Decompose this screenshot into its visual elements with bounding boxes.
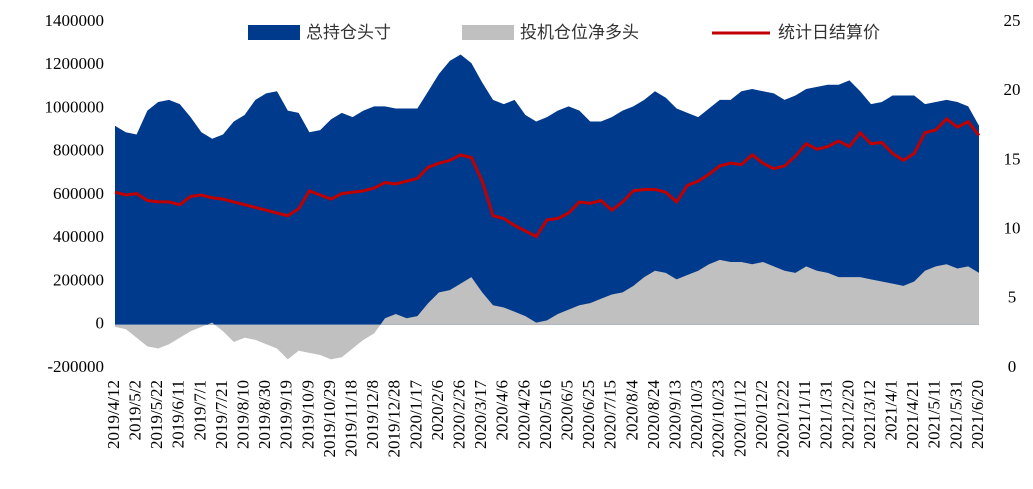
y2-tick-label: 15 [1004,149,1021,168]
x-tick-label: 2019/10/9 [298,380,317,449]
x-tick-label: 2020/4/6 [493,380,512,440]
y2-tick-label: 0 [1008,357,1017,376]
x-tick-label: 2020/5/16 [536,380,555,449]
y2-tick-label: 20 [1004,80,1021,99]
x-tick-label: 2020/7/15 [601,380,620,449]
y-tick-label: 200000 [53,270,104,289]
x-tick-label: 2021/4/21 [903,380,922,449]
y-tick-label: 1000000 [45,97,105,116]
y-tick-label: 1200000 [45,54,105,73]
x-tick-label: 2021/5/31 [946,380,965,449]
x-tick-label: 2019/10/29 [320,380,339,457]
x-tick-label: 2020/8/4 [622,380,641,441]
x-tick-label: 2019/7/1 [190,380,209,440]
x-tick-label: 2020/3/17 [471,380,490,449]
x-tick-label: 2020/12/2 [752,380,771,449]
x-tick-label: 2021/1/31 [817,380,836,449]
y-tick-label: 400000 [53,227,104,246]
y-tick-label: 0 [96,314,105,333]
legend-label: 总持仓头寸 [306,23,391,43]
x-tick-label: 2019/8/30 [255,380,274,449]
x-tick-label: 2019/12/8 [363,380,382,449]
x-tick-label: 2021/2/20 [838,380,857,449]
x-tick-label: 2020/10/23 [709,380,728,457]
y2-tick-label: 25 [1004,11,1021,30]
x-tick-label: 2019/5/2 [126,380,145,440]
y-tick-label: -200000 [47,357,104,376]
x-tick-label: 2020/12/22 [774,380,793,457]
x-tick-label: 2020/1/17 [406,380,425,449]
legend-label: 投机仓位净多头 [520,23,639,43]
x-tick-label: 2020/6/25 [579,380,598,449]
x-tick-label: 2021/5/11 [925,380,944,448]
x-tick-label: 2021/4/1 [882,380,901,440]
x-tick-label: 2019/12/28 [385,380,404,457]
x-tick-label: 2020/9/13 [666,380,685,449]
x-tick-label: 2019/6/11 [169,380,188,448]
x-tick-label: 2019/8/10 [234,380,253,449]
line [114,116,981,239]
area [115,259,979,360]
y-tick-label: 600000 [53,184,104,203]
x-tick-label: 2020/10/3 [687,380,706,449]
x-tick-label: 2020/6/5 [558,380,577,440]
legend-swatch [248,25,300,40]
x-tick-label: 2021/3/12 [860,380,879,449]
y2-tick-label: 10 [1004,219,1021,238]
legend-label: 统计日结算价 [778,23,880,43]
x-tick-label: 2019/9/19 [277,380,296,449]
x-tick-label: 2020/4/26 [514,380,533,449]
x-tick-label: 2019/7/21 [212,380,231,449]
legend-swatch [462,25,514,40]
y-tick-label: 1400000 [45,11,105,30]
x-tick-label: 2019/4/12 [104,380,123,449]
x-tick-label: 2021/6/20 [968,380,987,449]
x-tick-label: 2020/8/24 [644,380,663,449]
x-tick-label: 2020/2/6 [428,380,447,440]
x-tick-label: 2019/5/22 [147,380,166,449]
x-tick-label: 2019/11/18 [342,380,361,457]
x-tick-label: 2020/2/26 [450,380,469,449]
y2-tick-label: 5 [1008,288,1017,307]
x-tick-label: 2020/11/12 [730,380,749,457]
x-tick-label: 2021/1/11 [795,380,814,448]
area [115,54,979,325]
y-tick-label: 800000 [53,141,104,160]
